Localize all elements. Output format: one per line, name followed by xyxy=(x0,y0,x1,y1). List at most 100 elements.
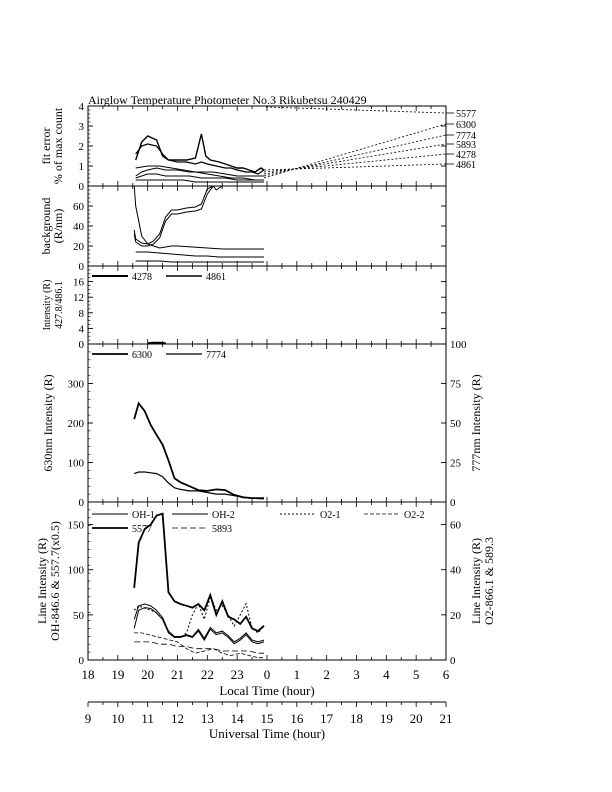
y-tick-label: 1 xyxy=(79,161,85,173)
local-time-tick-label: 5 xyxy=(413,667,420,682)
series-line-5893 xyxy=(135,143,265,175)
universal-time-tick-label: 15 xyxy=(261,711,274,726)
series-line-trace-3 xyxy=(135,251,264,258)
universal-time-tick-label: 21 xyxy=(440,711,453,726)
legend-label-5893: 5893 xyxy=(212,524,232,535)
y-right-tick-label: 0 xyxy=(450,655,456,667)
universal-time-tick-label: 20 xyxy=(410,711,423,726)
universal-time-tick-label: 9 xyxy=(85,711,92,726)
y-axis-label: % of max count xyxy=(51,107,65,184)
series-label-5577: 5577 xyxy=(456,109,476,120)
local-time-tick-label: 21 xyxy=(171,667,184,682)
y-tick-label: 150 xyxy=(68,520,85,532)
y-right-tick-label: 50 xyxy=(450,418,462,430)
y-tick-label: 4 xyxy=(79,323,85,335)
legend-label-5577: 5577 xyxy=(132,524,152,535)
y-axis-label: OH-846.6 & 557.7(x0.5) xyxy=(48,521,62,641)
universal-time-tick-label: 17 xyxy=(320,711,334,726)
y-tick-label: 8 xyxy=(79,308,85,320)
y-tick-label: 100 xyxy=(68,565,85,577)
y-right-tick-label: 0 xyxy=(450,497,456,509)
series-line-7774 xyxy=(135,173,264,181)
local-time-tick-label: 2 xyxy=(323,667,330,682)
y-axis-label-right: 777nm Intensity (R) xyxy=(469,374,483,471)
series-line-OH-2 xyxy=(133,603,265,643)
legend-label-4278: 4278 xyxy=(132,272,152,283)
series-label-7774: 7774 xyxy=(456,131,476,142)
universal-time-tick-label: 18 xyxy=(350,711,363,726)
y-tick-label: 0 xyxy=(79,261,85,273)
y-right-tick-label: 100 xyxy=(450,339,467,351)
universal-time-tick-label: 10 xyxy=(111,711,124,726)
leader-line xyxy=(263,153,447,173)
y-tick-label: 0 xyxy=(79,497,85,509)
y-axis-label-right: Line Intensity (R) xyxy=(469,538,483,624)
universal-time-tick-label: 19 xyxy=(380,711,393,726)
y-tick-label: 20 xyxy=(73,241,85,253)
y-tick-label: 12 xyxy=(73,292,84,304)
y-axis-label: fit error xyxy=(39,128,53,165)
local-time-tick-label: 19 xyxy=(111,667,124,682)
legend-label-O2-2: O2-2 xyxy=(404,510,425,521)
y-tick-label: 60 xyxy=(73,201,85,213)
y-tick-label: 0 xyxy=(79,181,85,193)
y-tick-label: 40 xyxy=(73,221,85,233)
panel-oh_o2_lines: 0 50 100 150 0 20 40 60 Line Intensity (R) OH-846… xyxy=(35,501,496,667)
y-tick-label: 200 xyxy=(68,418,85,430)
panel-red_lines: 0 100 200 300 0 25 50 75 100 630nm Intensity (R) 7… xyxy=(41,339,483,509)
series-line-OH-1 xyxy=(133,607,265,645)
universal-time-axis-label: Universal Time (hour) xyxy=(209,726,325,741)
legend-label-OH-1: OH-1 xyxy=(132,510,155,521)
local-time-tick-label: 1 xyxy=(294,667,301,682)
panel-frame xyxy=(87,343,447,503)
panel-frame xyxy=(87,185,447,267)
leader-line xyxy=(265,106,447,114)
series-line-5577 xyxy=(133,512,265,633)
series-line-O2-1 xyxy=(133,595,265,638)
y-tick-label: 2 xyxy=(79,141,85,153)
legend-label-OH-2: OH-2 xyxy=(212,510,235,521)
series-label-4861: 4861 xyxy=(456,160,476,171)
figure-title: Airglow Temperature Photometer No.3 Riku… xyxy=(88,93,367,107)
series-label-4278: 4278 xyxy=(456,150,476,161)
series-line-5893 xyxy=(134,641,264,654)
y-axis-label: 630nm Intensity (R) xyxy=(41,374,55,471)
series-line-trace-2 xyxy=(133,186,264,250)
y-right-tick-label: 40 xyxy=(450,565,462,577)
universal-time-tick-label: 14 xyxy=(231,711,245,726)
local-time-tick-label: 22 xyxy=(201,667,214,682)
local-time-tick-label: 3 xyxy=(353,667,360,682)
y-tick-label: 50 xyxy=(73,610,85,622)
series-line-trace-4 xyxy=(135,260,264,263)
series-line-5577 xyxy=(135,133,265,173)
y-tick-label: 0 xyxy=(79,339,85,351)
y-right-tick-label: 60 xyxy=(450,520,462,532)
y-axis-label: Intensity (R) xyxy=(42,280,53,331)
leader-line xyxy=(263,123,447,179)
series-line-trace-0 xyxy=(133,186,264,247)
series-line-6300 xyxy=(133,401,264,499)
universal-time-tick-label: 13 xyxy=(201,711,214,726)
y-tick-label: 300 xyxy=(68,379,85,391)
legend-label-O2-1: O2-1 xyxy=(320,510,341,521)
y-right-tick-label: 20 xyxy=(450,610,462,622)
panel-fit_error: 0 1 2 3 4 fit error% of max count 557763007774… xyxy=(39,101,476,193)
series-line-7774 xyxy=(133,471,264,500)
legend-label-6300: 6300 xyxy=(132,350,152,361)
y-tick-label: 0 xyxy=(79,655,85,667)
series-line-O2-2 xyxy=(134,632,264,659)
local-time-tick-label: 18 xyxy=(82,667,95,682)
y-tick-label: 4 xyxy=(79,101,85,113)
universal-time-tick-label: 16 xyxy=(290,711,304,726)
local-time-tick-label: 4 xyxy=(383,667,390,682)
universal-time-tick-label: 12 xyxy=(171,711,184,726)
series-line-trace-1 xyxy=(133,186,264,245)
y-right-tick-label: 75 xyxy=(450,379,462,391)
universal-time-tick-label: 11 xyxy=(141,711,154,726)
local-time-tick-label: 0 xyxy=(264,667,271,682)
y-tick-label: 16 xyxy=(73,277,85,289)
local-time-tick-label: 23 xyxy=(231,667,244,682)
